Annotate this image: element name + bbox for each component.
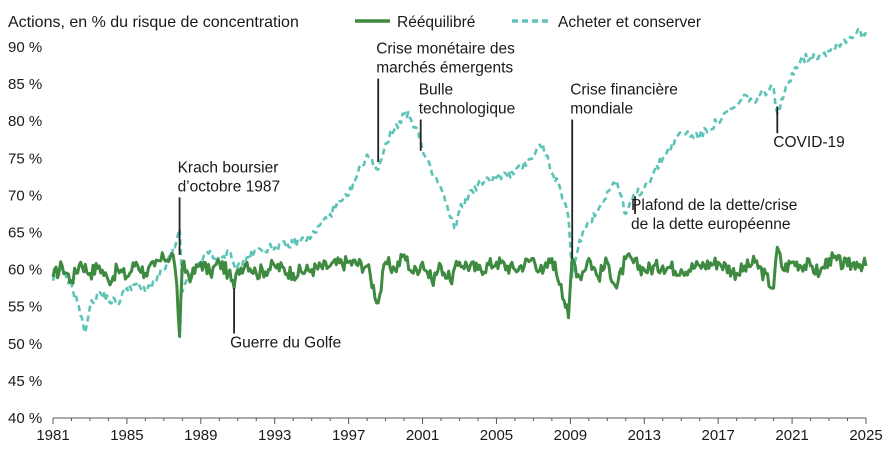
x-tick-label: 1993 [258, 427, 291, 444]
x-tick-label: 2001 [406, 427, 439, 444]
annotation-label: mondiale [570, 100, 633, 117]
annotation-label: COVID-19 [773, 134, 845, 151]
x-tick-label: 2013 [628, 427, 661, 444]
y-tick-label: 55 % [8, 299, 42, 316]
legend: Rééquilibré Acheter et conserver [355, 14, 701, 31]
annotation-layer: Krach boursier d’octobre 1987 Guerre du Go… [178, 41, 845, 352]
y-tick-label: 80 % [8, 113, 42, 130]
x-tick-label: 2021 [775, 427, 808, 444]
y-tick-label: 65 % [8, 225, 42, 242]
annotation-label: technologique [419, 100, 516, 117]
y-tick-label: 40 % [8, 410, 42, 427]
y-tick-label: 70 % [8, 187, 42, 204]
x-tick-label: 1985 [110, 427, 143, 444]
y-axis: 40 % 45 % 50 % 55 % 60 % 65 % 70 % 75 % 80 % 85 %… [8, 39, 42, 427]
legend-label-buy-and-hold: Acheter et conserver [558, 14, 701, 31]
annotation-label: d’octobre 1987 [178, 178, 281, 195]
annotation-label: Plafond de la dette/crise [631, 197, 797, 214]
x-tick-label: 2005 [480, 427, 513, 444]
x-tick-label: 2025 [849, 427, 882, 444]
x-tick-label: 2009 [554, 427, 587, 444]
annotation-label: marchés émergents [376, 60, 513, 77]
x-tick-label: 2017 [701, 427, 734, 444]
annotation-label: Crise monétaire des [376, 41, 515, 58]
x-tick-label: 1981 [36, 427, 69, 444]
annotation-label: de la dette européenne [631, 216, 790, 233]
x-axis: 1981 1985 1989 1993 1997 2001 2005 2009 2013 2017… [36, 417, 883, 444]
annotation-label: Krach boursier [178, 159, 279, 176]
legend-label-rebalanced: Rééquilibré [397, 14, 475, 31]
annotation-label: Bulle [419, 81, 453, 98]
y-tick-label: 45 % [8, 373, 42, 390]
annotation-label: Guerre du Golfe [230, 335, 341, 352]
y-tick-label: 50 % [8, 336, 42, 353]
series-layer [51, 27, 868, 338]
x-tick-label: 1997 [332, 427, 365, 444]
y-tick-label: 60 % [8, 262, 42, 279]
y-tick-label: 90 % [8, 39, 42, 56]
series-line-rebalanced [51, 245, 868, 338]
annotation-label: Crise financière [570, 81, 678, 98]
y-tick-label: 85 % [8, 76, 42, 93]
y-tick-label: 75 % [8, 150, 42, 167]
x-tick-label: 1989 [184, 427, 217, 444]
chart-title: Actions, en % du risque de concentration [8, 14, 299, 31]
